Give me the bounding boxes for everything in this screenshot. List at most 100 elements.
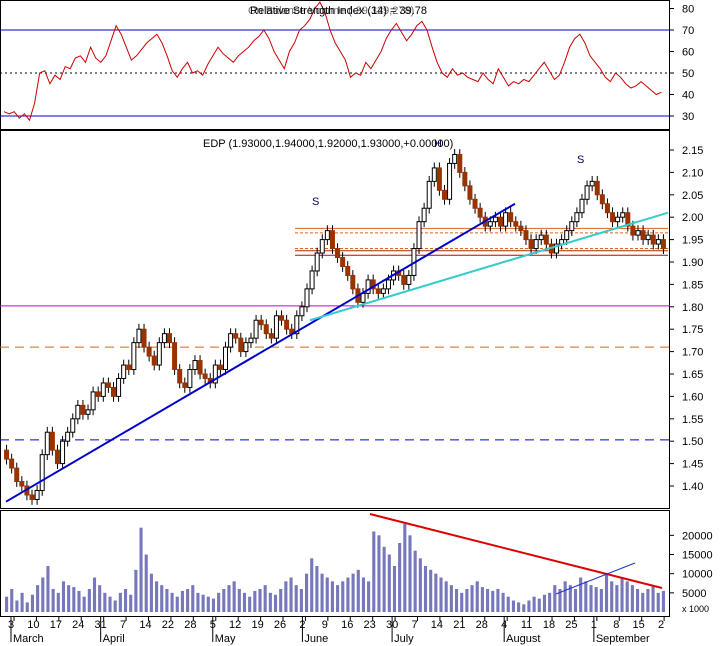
volume-bar — [149, 573, 153, 612]
price-y-tick-label: 1.90 — [682, 257, 703, 269]
volume-bar — [387, 554, 391, 612]
volume-bar — [589, 585, 593, 612]
volume-bar — [5, 596, 9, 612]
candle-body — [543, 234, 549, 245]
x-day-label: 23 — [364, 619, 376, 631]
volume-bar — [486, 589, 490, 612]
x-day-label: 2 — [658, 619, 664, 631]
volume-bar — [10, 589, 14, 612]
candle-body — [462, 171, 468, 187]
rsi-y-tick-label: 50 — [682, 68, 694, 80]
volume-bar — [403, 523, 407, 612]
volume-bar — [77, 590, 81, 612]
volume-bar — [61, 581, 66, 612]
x-day-label: 16 — [341, 619, 353, 631]
volume-bar — [367, 581, 371, 612]
candle-body — [324, 230, 330, 241]
x-day-label: 7 — [411, 619, 417, 631]
candle-body — [80, 404, 86, 415]
candle-body — [335, 248, 341, 259]
price-y-tick-label: 1.60 — [682, 391, 703, 403]
candle-body — [650, 234, 656, 245]
volume-bar — [522, 604, 526, 612]
volume-bar — [568, 585, 572, 612]
candle-body — [156, 342, 162, 366]
rsi-y-tick-label: 40 — [682, 90, 694, 102]
volume-bar — [656, 592, 660, 612]
candle-body — [116, 377, 122, 397]
x-day-label: 24 — [72, 619, 84, 631]
volume-bar — [599, 589, 603, 612]
pattern-annotation-label: S — [577, 154, 584, 166]
volume-bar — [41, 577, 45, 612]
price-annotations: S H S — [312, 138, 584, 208]
candle-body — [273, 315, 279, 339]
volume-bar — [273, 594, 278, 612]
candle-body — [635, 230, 641, 236]
candle-body — [360, 292, 366, 303]
volume-trendlines — [369, 513, 663, 595]
volume-bar — [46, 566, 50, 612]
volume-bar — [418, 558, 422, 612]
candle-body — [110, 386, 116, 397]
trendlines — [5, 202, 669, 503]
volume-bar — [56, 592, 60, 612]
uptrend-support-line — [5, 202, 516, 503]
volume-bar — [30, 594, 34, 612]
candle-body — [574, 212, 580, 223]
volume-bar — [341, 581, 345, 612]
volume-bar — [268, 592, 272, 612]
volume-bar — [506, 596, 510, 612]
volume-bar — [615, 585, 619, 612]
volume-panel: 5000 10000 15000 20000 x 1000 — [0, 510, 713, 617]
candle-body — [233, 333, 239, 339]
candle-body — [19, 481, 25, 487]
volume-bar — [299, 589, 303, 612]
candle-body — [523, 230, 529, 241]
candle-body — [467, 185, 473, 200]
volume-bar — [470, 585, 474, 612]
candle-body — [90, 391, 96, 411]
candle-body — [202, 373, 208, 379]
candle-body — [380, 288, 386, 294]
candle-body — [436, 167, 442, 191]
price-panel-frame — [0, 130, 670, 509]
candle-body — [309, 270, 315, 290]
volume-bar — [294, 585, 298, 612]
candle-body — [228, 333, 234, 348]
candle-body — [487, 221, 493, 227]
candle-body — [258, 319, 264, 326]
candle-body — [70, 418, 76, 433]
price-title: EDP (1.93000,1.94000,1.92000,1.93000,+0.… — [203, 138, 453, 150]
candle-body — [431, 167, 437, 182]
volume-bar — [201, 594, 205, 612]
candles — [4, 149, 666, 505]
volume-bar — [625, 581, 629, 612]
x-month-label: June — [304, 633, 328, 645]
candle-body — [299, 306, 305, 317]
volume-bar — [123, 589, 128, 612]
price-y-tick-label: 2.00 — [682, 212, 703, 224]
x-day-label: 26 — [274, 619, 286, 631]
candle-body — [640, 230, 646, 241]
candle-body — [238, 337, 244, 353]
candle-body — [161, 333, 167, 344]
volume-bar — [103, 592, 107, 612]
volume-bar — [20, 592, 24, 612]
x-day-label: 22 — [162, 619, 174, 631]
volume-bar — [558, 589, 562, 612]
volume-bar — [160, 585, 164, 612]
candle-body — [518, 225, 524, 232]
price-y-tick-label: 1.50 — [682, 436, 703, 448]
candle-body — [385, 279, 391, 290]
volume-bar — [449, 585, 453, 612]
candle-body — [167, 333, 172, 344]
volume-bar — [579, 577, 583, 612]
candle-body — [85, 409, 91, 415]
candle-body — [508, 212, 514, 223]
candle-body — [472, 198, 478, 209]
price-y-tick-label: 1.75 — [682, 324, 703, 336]
volume-bar — [206, 596, 210, 612]
volume-bar — [501, 592, 505, 612]
candle-body — [126, 364, 132, 371]
